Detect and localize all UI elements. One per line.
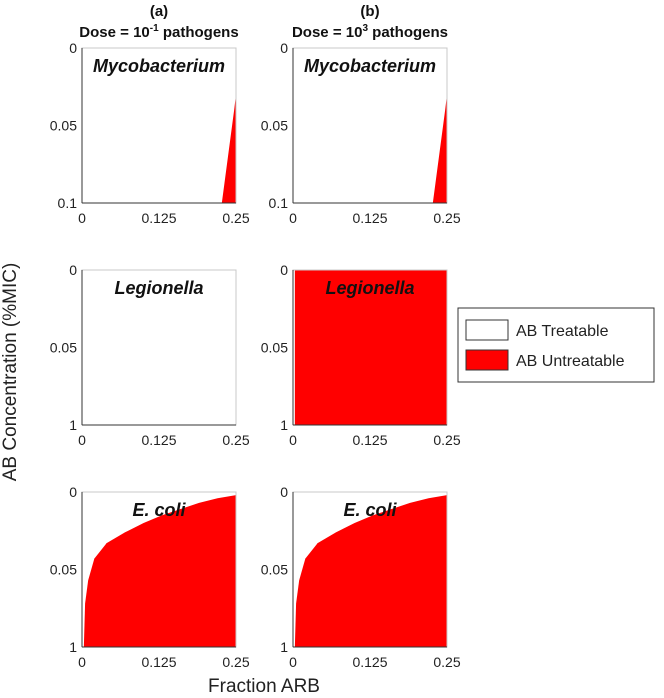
- legend-swatch-0: [465, 319, 509, 341]
- y-tick-label-2-0: 0: [69, 262, 77, 278]
- pathogen-label-3: Legionella: [325, 278, 414, 298]
- column-dose-title-0: Dose = 10-1 pathogens: [79, 23, 238, 41]
- legend-box: [457, 307, 655, 383]
- x-tick-label-3-2: 0.25: [433, 432, 460, 448]
- x-tick-label-1-1: 0.125: [352, 210, 387, 226]
- x-tick-label-0-2: 0.25: [222, 210, 249, 226]
- x-tick-label-5-2: 0.25: [433, 654, 460, 670]
- x-tick-label-3-0: 0: [289, 432, 297, 448]
- untreatable-region-5: [294, 495, 447, 647]
- y-tick-label-5-1: 0.05: [261, 562, 288, 578]
- y-tick-label-0-0: 0: [69, 40, 77, 56]
- y-tick-label-4-2: 1: [69, 639, 77, 655]
- y-axis-label: AB Concentration (%MIC): [0, 263, 21, 482]
- y-tick-label-1-1: 0.05: [261, 118, 288, 134]
- x-tick-label-5-0: 0: [289, 654, 297, 670]
- column-dose-title-1: Dose = 103 pathogens: [292, 23, 448, 41]
- x-tick-label-1-0: 0: [289, 210, 297, 226]
- y-tick-label-4-0: 0: [69, 484, 77, 500]
- pathogen-label-2: Legionella: [114, 278, 203, 298]
- pathogen-label-0: Mycobacterium: [93, 56, 225, 76]
- y-tick-label-2-1: 0.05: [50, 340, 77, 356]
- x-tick-label-4-1: 0.125: [141, 654, 176, 670]
- pathogen-label-5: E. coli: [343, 500, 397, 520]
- panel-bg-1: [293, 48, 447, 203]
- x-tick-label-4-2: 0.25: [222, 654, 249, 670]
- untreatable-region-1: [432, 94, 447, 203]
- pathogen-label-1: Mycobacterium: [304, 56, 436, 76]
- y-tick-label-0-2: 0.1: [58, 195, 78, 211]
- y-tick-label-3-1: 0.05: [261, 340, 288, 356]
- y-tick-label-3-0: 0: [280, 262, 288, 278]
- legend-swatch-1: [465, 349, 509, 371]
- x-tick-label-2-2: 0.25: [222, 432, 249, 448]
- x-tick-label-2-0: 0: [78, 432, 86, 448]
- y-tick-label-5-2: 1: [280, 639, 288, 655]
- panel-bg-0: [82, 48, 236, 203]
- x-tick-label-0-1: 0.125: [141, 210, 176, 226]
- x-tick-label-4-0: 0: [78, 654, 86, 670]
- y-tick-label-4-1: 0.05: [50, 562, 77, 578]
- untreatable-region-4: [83, 495, 237, 647]
- y-tick-label-3-2: 1: [280, 417, 288, 433]
- x-tick-label-2-1: 0.125: [141, 432, 176, 448]
- column-letter-0: (a): [150, 3, 168, 20]
- y-tick-label-2-2: 1: [69, 417, 77, 433]
- y-tick-label-1-2: 0.1: [269, 195, 289, 211]
- y-tick-label-1-0: 0: [280, 40, 288, 56]
- y-tick-label-0-1: 0.05: [50, 118, 77, 134]
- column-letter-1: (b): [360, 3, 379, 20]
- untreatable-region-3: [294, 270, 447, 425]
- y-tick-label-5-0: 0: [280, 484, 288, 500]
- untreatable-region-0: [221, 94, 236, 203]
- panel-bg-2: [82, 270, 236, 425]
- x-tick-label-1-2: 0.25: [433, 210, 460, 226]
- pathogen-label-4: E. coli: [132, 500, 186, 520]
- x-tick-label-5-1: 0.125: [352, 654, 387, 670]
- legend-label-1: AB Untreatable: [516, 353, 625, 370]
- x-tick-label-3-1: 0.125: [352, 432, 387, 448]
- x-tick-label-0-0: 0: [78, 210, 86, 226]
- x-axis-label: Fraction ARB: [208, 676, 320, 697]
- legend-label-0: AB Treatable: [516, 323, 609, 340]
